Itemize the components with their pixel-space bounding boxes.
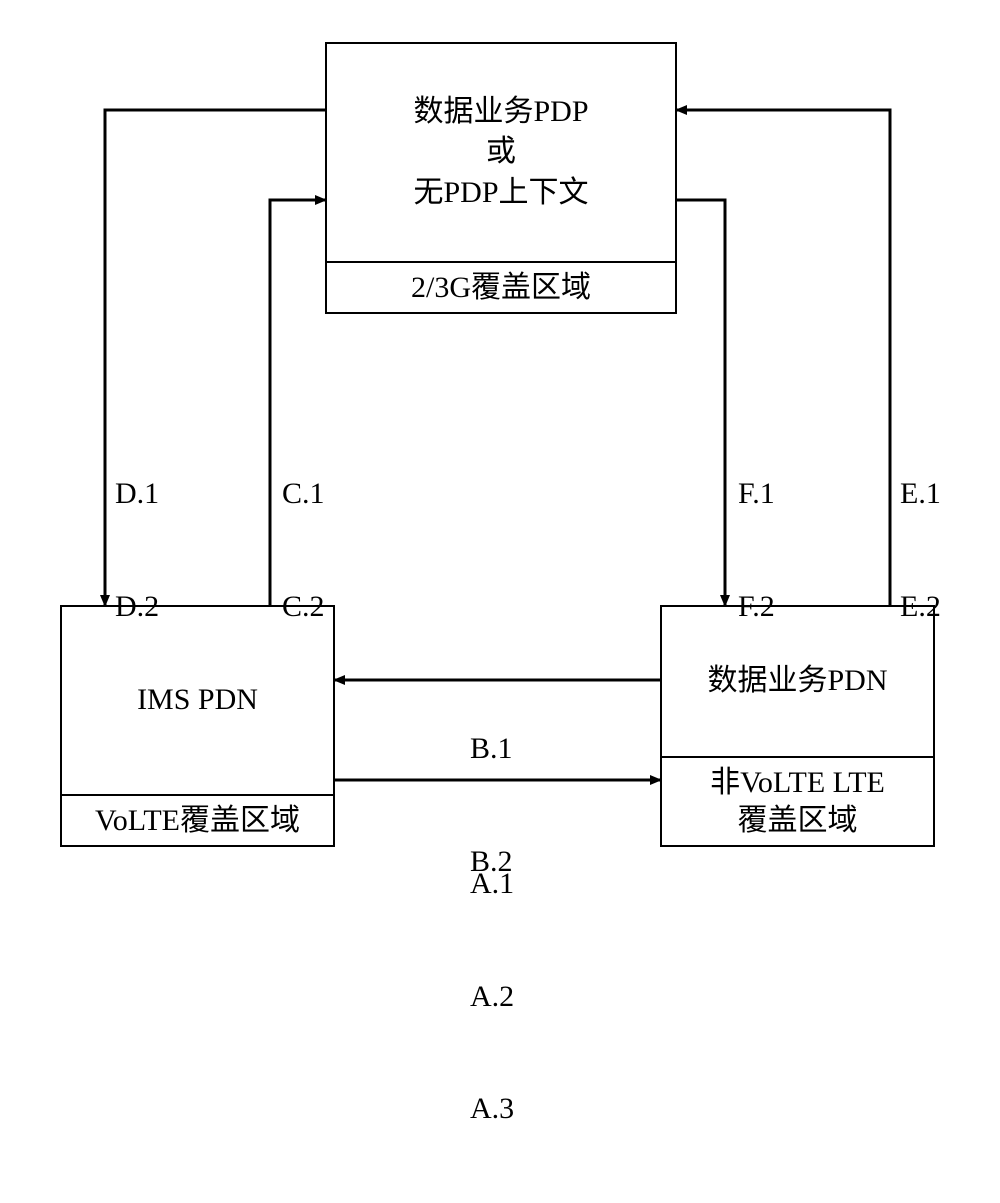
node-right: 数据业务PDN 非VoLTE LTE 覆盖区域 bbox=[660, 605, 935, 847]
label-A: A.1 A.2 A.3 bbox=[470, 790, 514, 1203]
node-right-body: 数据业务PDN bbox=[662, 607, 933, 756]
label-C-1: C.1 bbox=[282, 475, 325, 513]
label-E: E.1 E.2 bbox=[900, 400, 941, 700]
edge-F bbox=[677, 200, 725, 605]
label-F-2: F.2 bbox=[738, 588, 775, 626]
edge-E bbox=[677, 110, 890, 605]
label-D-1: D.1 bbox=[115, 475, 159, 513]
label-A-3: A.3 bbox=[470, 1090, 514, 1128]
label-C: C.1 C.2 bbox=[282, 400, 325, 700]
node-top-line2: 或 bbox=[413, 132, 588, 173]
node-right-footer-line1: 非VoLTE LTE bbox=[666, 764, 929, 802]
label-F-1: F.1 bbox=[738, 475, 775, 513]
label-A-2: A.2 bbox=[470, 978, 514, 1016]
node-top-line1: 数据业务PDP bbox=[413, 92, 588, 133]
node-top-line3: 无PDP上下文 bbox=[413, 173, 588, 214]
node-top: 数据业务PDP 或 无PDP上下文 2/3G覆盖区域 bbox=[325, 42, 677, 314]
label-D-2: D.2 bbox=[115, 588, 159, 626]
label-A-1: A.1 bbox=[470, 865, 514, 903]
node-right-footer-line2: 覆盖区域 bbox=[666, 802, 929, 840]
node-top-body: 数据业务PDP 或 无PDP上下文 bbox=[327, 44, 675, 261]
label-D: D.1 D.2 bbox=[115, 400, 159, 700]
node-right-footer: 非VoLTE LTE 覆盖区域 bbox=[662, 756, 933, 845]
label-E-2: E.2 bbox=[900, 588, 941, 626]
label-B-1: B.1 bbox=[470, 730, 513, 768]
label-E-1: E.1 bbox=[900, 475, 941, 513]
node-top-footer: 2/3G覆盖区域 bbox=[327, 261, 675, 313]
node-left-footer: VoLTE覆盖区域 bbox=[62, 794, 333, 846]
label-C-2: C.2 bbox=[282, 588, 325, 626]
label-F: F.1 F.2 bbox=[738, 400, 775, 700]
